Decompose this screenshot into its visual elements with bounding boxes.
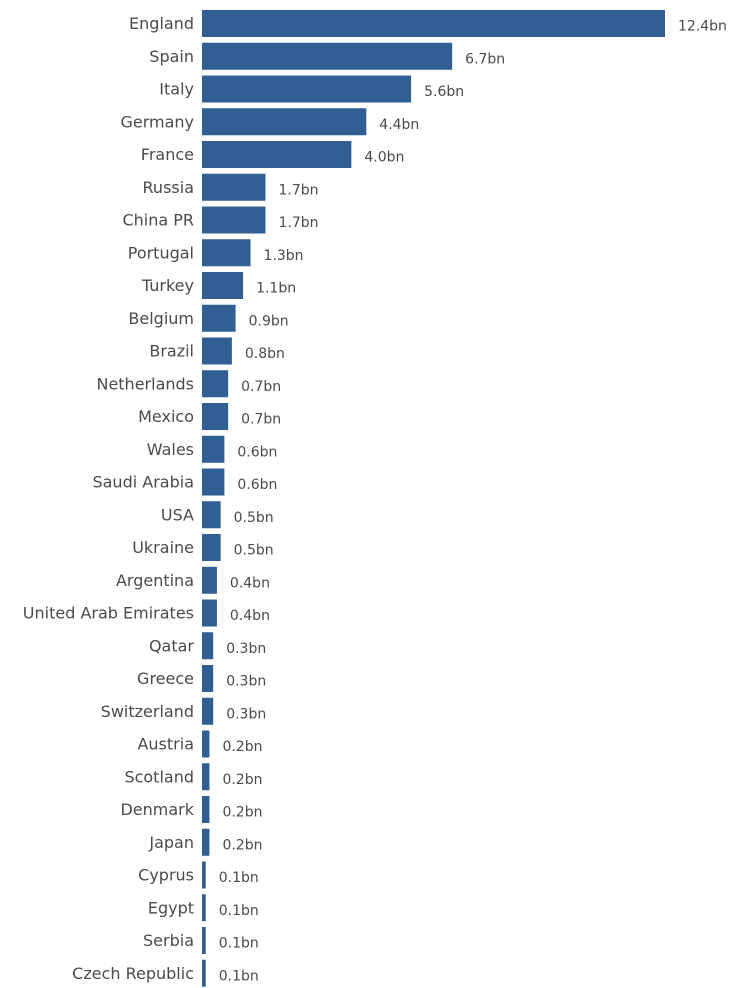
value-label-japan: 0.2bn — [222, 837, 262, 853]
category-label-qatar: Qatar — [149, 636, 194, 655]
value-label-saudi-arabia: 0.6bn — [237, 477, 277, 493]
value-label-spain: 6.7bn — [465, 51, 505, 67]
category-label-china-pr: China PR — [122, 211, 194, 230]
bar-austria — [202, 730, 210, 758]
category-label-brazil: Brazil — [149, 342, 194, 361]
bar-russia — [202, 173, 266, 201]
value-label-portugal: 1.3bn — [264, 248, 304, 264]
category-label-united-arab-emirates: United Arab Emirates — [23, 604, 194, 623]
bar-argentina — [202, 566, 217, 594]
category-label-serbia: Serbia — [143, 931, 194, 950]
category-label-spain: Spain — [149, 47, 194, 66]
category-label-portugal: Portugal — [128, 243, 194, 262]
value-label-belgium: 0.9bn — [249, 313, 289, 329]
value-label-brazil: 0.8bn — [245, 346, 285, 362]
category-label-france: France — [141, 145, 194, 164]
bar-netherlands — [202, 370, 229, 398]
category-label-japan: Japan — [148, 833, 194, 852]
category-label-austria: Austria — [137, 735, 194, 754]
value-label-russia: 1.7bn — [278, 182, 318, 198]
category-label-ukraine: Ukraine — [132, 538, 194, 557]
category-label-scotland: Scotland — [124, 767, 194, 786]
bar-egypt — [202, 894, 206, 922]
bar-denmark — [202, 796, 210, 823]
value-label-turkey: 1.1bn — [256, 281, 296, 297]
value-labels-group: 12.4bn 6.7bn 5.6bn 4.4bn 4.0bn 1.7bn 1.7bn 1.3b… — [219, 19, 727, 985]
value-label-germany: 4.4bn — [379, 117, 419, 133]
category-label-belgium: Belgium — [128, 309, 194, 328]
bar-turkey — [202, 272, 244, 299]
value-label-wales: 0.6bn — [237, 444, 277, 460]
category-labels-group: England Spain Italy Germany France Russia Chin… — [23, 14, 195, 983]
value-label-switzerland: 0.3bn — [226, 706, 266, 722]
bar-portugal — [202, 239, 251, 267]
category-label-germany: Germany — [120, 112, 194, 131]
value-label-austria: 0.2bn — [222, 739, 262, 755]
value-label-england: 12.4bn — [678, 19, 727, 35]
value-label-greece: 0.3bn — [226, 674, 266, 690]
category-label-turkey: Turkey — [141, 276, 194, 295]
category-label-egypt: Egypt — [148, 898, 194, 917]
category-label-cyprus: Cyprus — [138, 866, 194, 885]
value-label-united-arab-emirates: 0.4bn — [230, 608, 270, 624]
value-label-netherlands: 0.7bn — [241, 379, 281, 395]
bar-france — [202, 141, 352, 168]
value-label-italy: 5.6bn — [424, 84, 464, 100]
bar-china-pr — [202, 206, 266, 234]
value-label-egypt: 0.1bn — [219, 903, 259, 919]
category-label-russia: Russia — [143, 178, 194, 197]
bar-wales — [202, 435, 225, 463]
category-label-england: England — [129, 14, 194, 33]
bar-cyprus — [202, 861, 206, 889]
category-label-wales: Wales — [147, 440, 194, 459]
bar-serbia — [202, 927, 206, 954]
value-label-mexico: 0.7bn — [241, 412, 281, 428]
bar-england — [202, 10, 665, 37]
bar-mexico — [202, 403, 229, 430]
value-label-ukraine: 0.5bn — [234, 543, 274, 559]
bar-greece — [202, 665, 214, 692]
category-label-saudi-arabia: Saudi Arabia — [92, 473, 194, 492]
value-label-usa: 0.5bn — [234, 510, 274, 526]
bar-spain — [202, 42, 453, 70]
bar-united-arab-emirates — [202, 599, 217, 627]
bar-belgium — [202, 304, 236, 332]
value-label-scotland: 0.2bn — [222, 772, 262, 788]
category-label-greece: Greece — [137, 669, 194, 688]
category-label-argentina: Argentina — [116, 571, 194, 590]
value-label-cyprus: 0.1bn — [219, 870, 259, 886]
category-label-mexico: Mexico — [138, 407, 194, 426]
category-label-switzerland: Switzerland — [101, 702, 194, 721]
category-label-netherlands: Netherlands — [96, 374, 194, 393]
value-label-argentina: 0.4bn — [230, 575, 270, 591]
value-label-denmark: 0.2bn — [222, 805, 262, 821]
bar-ukraine — [202, 534, 221, 561]
bar-czech-republic — [202, 959, 206, 987]
value-label-china-pr: 1.7bn — [278, 215, 318, 231]
category-label-czech-republic: Czech Republic — [72, 964, 194, 983]
bar-saudi-arabia — [202, 468, 225, 496]
bar-italy — [202, 75, 412, 103]
category-label-italy: Italy — [159, 80, 194, 99]
bar-qatar — [202, 632, 214, 660]
bar-usa — [202, 501, 221, 529]
bars-group — [202, 10, 665, 987]
value-label-france: 4.0bn — [364, 150, 404, 166]
bar-germany — [202, 108, 367, 136]
category-label-denmark: Denmark — [120, 800, 194, 819]
category-label-usa: USA — [161, 505, 194, 524]
bar-brazil — [202, 337, 232, 365]
bar-japan — [202, 828, 210, 856]
value-label-qatar: 0.3bn — [226, 641, 266, 657]
value-label-serbia: 0.1bn — [219, 936, 259, 952]
bar-scotland — [202, 763, 210, 791]
value-label-czech-republic: 0.1bn — [219, 968, 259, 984]
bar-switzerland — [202, 697, 214, 725]
